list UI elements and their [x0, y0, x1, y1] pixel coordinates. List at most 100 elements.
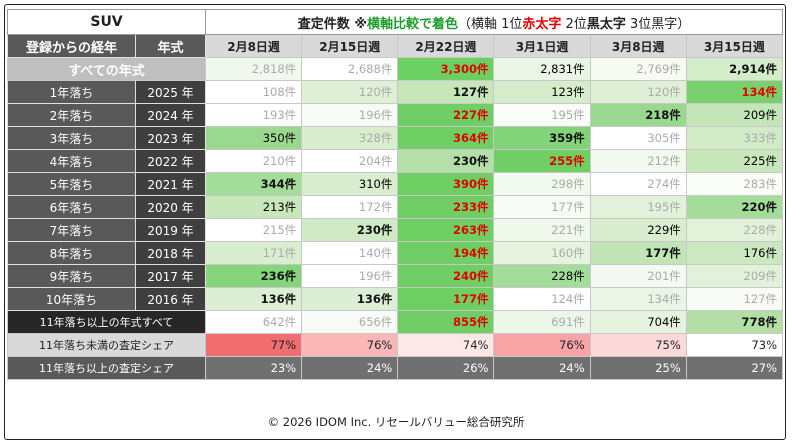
header-elapsed: 登録からの経年 [7, 34, 136, 58]
share-under11-label: 11年落ち未満の査定シェア [6, 333, 207, 357]
model-year-label: 2016 年 [134, 287, 207, 311]
value-cell: 240件 [397, 264, 495, 288]
value-cell: 127件 [685, 287, 784, 311]
value-cell: 359件 [493, 126, 591, 150]
week-header: 3月15日週 [685, 34, 784, 58]
value-cell: 136件 [205, 287, 303, 311]
table-row: 4年落ち 2022 年 210件 204件 230件 255件 212件 225件 [7, 149, 784, 173]
title-legend-red: 赤太字 [522, 16, 562, 32]
title-legend-open: （横軸 1位 [457, 16, 523, 32]
value-cell: 233件 [397, 195, 495, 219]
value-cell: 227件 [397, 103, 495, 127]
share-cell: 24% [301, 356, 399, 380]
value-cell: 704件 [589, 310, 687, 334]
age-label: 5年落ち [7, 172, 136, 196]
title-row: SUV 査定件数 ※横軸比較で着色（横軸 1位赤太字 2位黒太字 3位黒字） [6, 9, 783, 35]
model-year-label: 2022 年 [134, 149, 207, 173]
value-cell: 177件 [589, 241, 687, 265]
copyright-footer: © 2026 IDOM Inc. リセールバリュー総合研究所 [267, 415, 525, 429]
value-cell: 263件 [397, 218, 495, 242]
value-cell: 230件 [397, 149, 495, 173]
value-cell: 201件 [589, 264, 687, 288]
value-cell: 212件 [589, 149, 687, 173]
value-cell: 230件 [301, 218, 399, 242]
value-cell: 193件 [205, 103, 303, 127]
model-year-label: 2021 年 [134, 172, 207, 196]
value-cell: 213件 [205, 195, 303, 219]
value-cell: 350件 [205, 126, 303, 150]
value-cell: 120件 [589, 80, 687, 104]
header-model-year: 年式 [134, 34, 207, 58]
share-cell: 75% [589, 333, 687, 357]
over11-row: 11年落ち以上の年式すべて 642件 656件 855件 691件 704件 778件 [6, 310, 784, 334]
value-cell: 255件 [493, 149, 591, 173]
age-label: 10年落ち [7, 287, 136, 311]
share-cell: 24% [493, 356, 591, 380]
share-cell: 76% [301, 333, 399, 357]
model-year-label: 2018 年 [134, 241, 207, 265]
value-cell: 120件 [301, 80, 399, 104]
value-cell: 236件 [205, 264, 303, 288]
value-cell: 2,769件 [589, 57, 687, 81]
week-header: 2月15日週 [301, 34, 399, 58]
table-row: 7年落ち 2019 年 215件 230件 263件 221件 229件 228件 [7, 218, 784, 242]
all-years-label: すべての年式 [6, 57, 207, 81]
value-cell: 195件 [589, 195, 687, 219]
value-cell: 274件 [589, 172, 687, 196]
value-cell: 2,914件 [685, 57, 784, 81]
value-cell: 204件 [301, 149, 399, 173]
title-legend-close: 3位黒字） [625, 16, 691, 32]
table-row: 8年落ち 2018 年 171件 140件 194件 160件 177件 176件 [7, 241, 784, 265]
value-cell: 220件 [685, 195, 784, 219]
share-cell: 26% [397, 356, 495, 380]
value-cell: 215件 [205, 218, 303, 242]
title-legend-mid: 2位 [561, 16, 587, 32]
over11-label: 11年落ち以上の年式すべて [6, 310, 207, 334]
table-row: 10年落ち 2016 年 136件 136件 177件 124件 134件 127件 [7, 287, 784, 311]
value-cell: 210件 [205, 149, 303, 173]
value-cell: 778件 [685, 310, 784, 334]
value-cell: 218件 [589, 103, 687, 127]
assessment-table: SUV 査定件数 ※横軸比較で着色（横軸 1位赤太字 2位黒太字 3位黒字） 登… [6, 9, 784, 380]
value-cell: 172件 [301, 195, 399, 219]
age-label: 9年落ち [7, 264, 136, 288]
table-row: 5年落ち 2021 年 344件 310件 390件 298件 274件 283件 [7, 172, 784, 196]
share-cell: 73% [685, 333, 784, 357]
table-row: 2年落ち 2024 年 193件 196件 227件 195件 218件 209件 [7, 103, 784, 127]
value-cell: 134件 [685, 80, 784, 104]
value-cell: 209件 [685, 264, 784, 288]
share-cell: 77% [205, 333, 303, 357]
value-cell: 177件 [493, 195, 591, 219]
segment-label: SUV [6, 9, 207, 35]
value-cell: 2,688件 [301, 57, 399, 81]
value-cell: 228件 [685, 218, 784, 242]
value-cell: 209件 [685, 103, 784, 127]
model-year-label: 2019 年 [134, 218, 207, 242]
value-cell: 364件 [397, 126, 495, 150]
value-cell: 3,300件 [397, 57, 495, 81]
value-cell: 691件 [493, 310, 591, 334]
share-cell: 25% [589, 356, 687, 380]
table-row: 9年落ち 2017 年 236件 196件 240件 228件 201件 209件 [7, 264, 784, 288]
age-label: 7年落ち [7, 218, 136, 242]
week-header: 2月8日週 [205, 34, 303, 58]
age-label: 4年落ち [7, 149, 136, 173]
title-note-mark: ※ [354, 16, 367, 32]
share-cell: 74% [397, 333, 495, 357]
all-years-row: すべての年式 2,818件 2,688件 3,300件 2,831件 2,769件 2,91… [6, 57, 784, 81]
share-over11-row: 11年落ち以上の査定シェア 23% 24% 26% 24% 25% 27% [6, 356, 784, 380]
header-row: 登録からの経年 年式 2月8日週 2月15日週 2月22日週 3月1日週 3月8… [7, 34, 784, 58]
age-label: 6年落ち [7, 195, 136, 219]
value-cell: 127件 [397, 80, 495, 104]
table-row: 3年落ち 2023 年 350件 328件 364件 359件 305件 333件 [7, 126, 784, 150]
title-main: 査定件数 [297, 16, 350, 32]
model-year-label: 2025 年 [134, 80, 207, 104]
value-cell: 298件 [493, 172, 591, 196]
week-header: 2月22日週 [397, 34, 495, 58]
model-year-label: 2020 年 [134, 195, 207, 219]
value-cell: 195件 [493, 103, 591, 127]
share-under11-row: 11年落ち未満の査定シェア 77% 76% 74% 76% 75% 73% [6, 333, 784, 357]
title-note: 横軸比較で着色 [366, 16, 458, 32]
age-label: 8年落ち [7, 241, 136, 265]
value-cell: 642件 [205, 310, 303, 334]
